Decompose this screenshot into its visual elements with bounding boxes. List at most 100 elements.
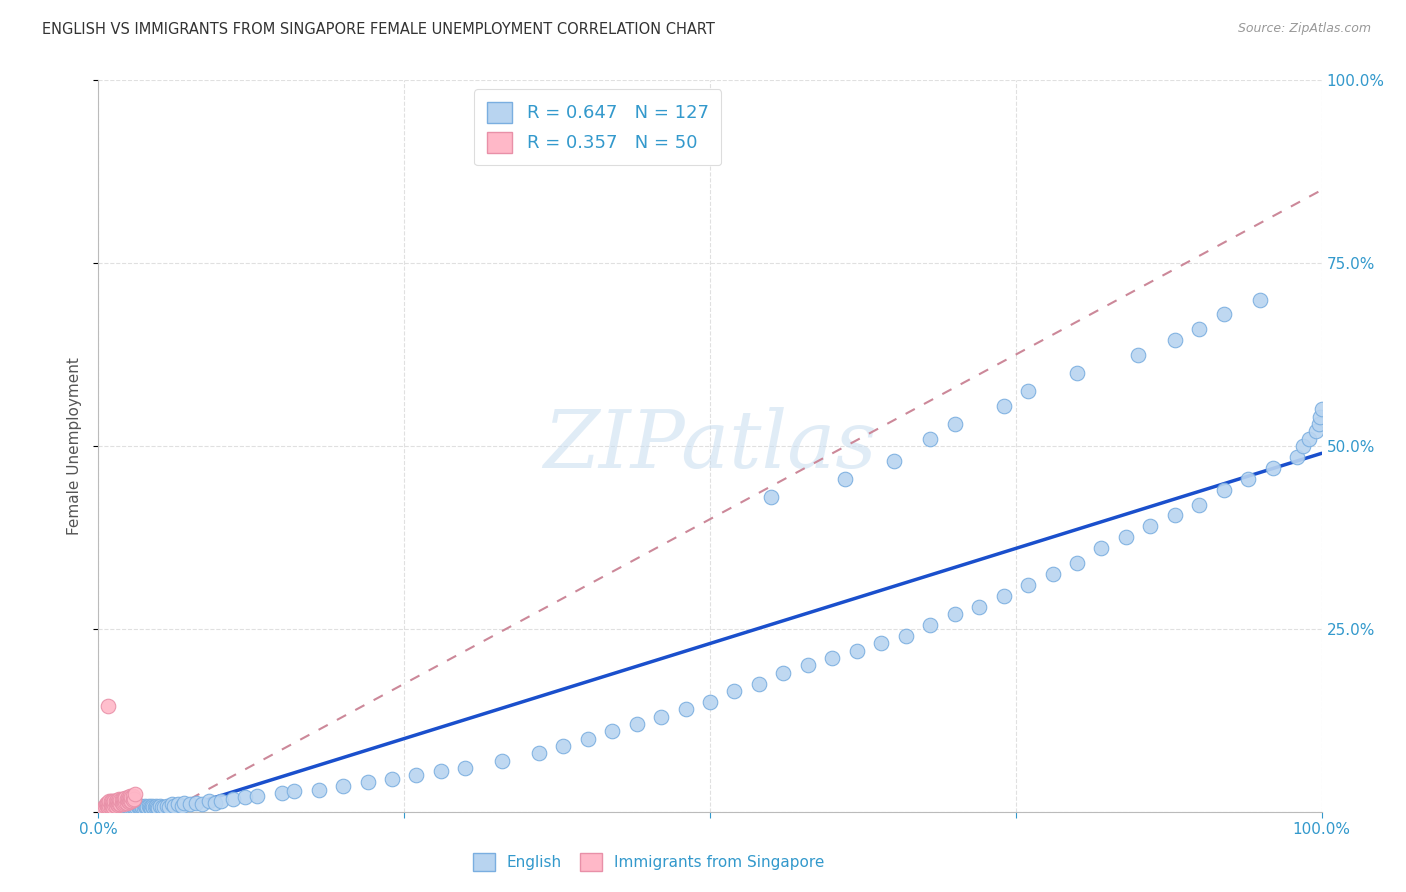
Point: [576, 731, 599, 746]
Point: [1310, 402, 1333, 417]
Point: [104, 800, 127, 814]
Point: [111, 791, 134, 805]
Point: [114, 800, 136, 814]
Point: [111, 798, 134, 813]
Point: [179, 797, 201, 812]
Point: [150, 799, 173, 814]
Point: [139, 801, 162, 815]
Point: [993, 399, 1015, 413]
Point: [1066, 556, 1088, 570]
Point: [105, 798, 128, 813]
Point: [163, 798, 186, 813]
Point: [772, 665, 794, 680]
Point: [1188, 322, 1211, 336]
Point: [100, 801, 122, 815]
Point: [101, 798, 124, 813]
Point: [145, 798, 167, 813]
Point: [136, 800, 159, 814]
Point: [723, 684, 745, 698]
Point: [105, 797, 128, 812]
Point: [124, 787, 146, 801]
Point: [138, 798, 160, 813]
Point: [821, 651, 844, 665]
Point: [1115, 530, 1137, 544]
Point: [1305, 425, 1327, 439]
Legend: English, Immigrants from Singapore: English, Immigrants from Singapore: [467, 847, 831, 877]
Point: [124, 801, 146, 815]
Point: [153, 800, 176, 814]
Point: [134, 798, 156, 813]
Point: [894, 629, 917, 643]
Point: [491, 754, 513, 768]
Point: [110, 797, 132, 812]
Point: [1066, 366, 1088, 380]
Point: [1212, 307, 1234, 321]
Point: [170, 798, 193, 813]
Point: [115, 798, 138, 813]
Point: [105, 793, 128, 807]
Point: [1139, 519, 1161, 533]
Point: [148, 801, 170, 815]
Point: [870, 636, 893, 650]
Point: [117, 790, 139, 805]
Point: [128, 799, 150, 814]
Point: [114, 790, 136, 805]
Point: [146, 799, 169, 814]
Point: [761, 490, 783, 504]
Point: [600, 724, 623, 739]
Point: [122, 798, 145, 813]
Point: [650, 709, 672, 723]
Point: [129, 800, 152, 814]
Point: [108, 800, 131, 814]
Point: [101, 799, 124, 814]
Point: [120, 790, 142, 805]
Point: [103, 798, 125, 813]
Point: [118, 790, 141, 805]
Point: [160, 797, 183, 812]
Point: [115, 791, 138, 805]
Point: [107, 799, 129, 814]
Point: [1286, 450, 1309, 464]
Point: [1237, 472, 1260, 486]
Point: [157, 799, 180, 814]
Point: [107, 794, 129, 808]
Point: [118, 798, 141, 813]
Point: [527, 746, 550, 760]
Point: [105, 801, 128, 815]
Point: [114, 795, 136, 809]
Point: [104, 798, 127, 813]
Point: [111, 796, 134, 810]
Point: [97, 798, 120, 813]
Point: [97, 799, 120, 814]
Point: [110, 793, 132, 807]
Point: [122, 791, 145, 805]
Point: [1017, 578, 1039, 592]
Point: [111, 801, 134, 815]
Point: [111, 799, 134, 814]
Point: [120, 795, 142, 809]
Point: [125, 800, 148, 814]
Point: [118, 800, 141, 814]
Point: [797, 658, 820, 673]
Point: [132, 801, 155, 815]
Point: [920, 432, 942, 446]
Point: [98, 798, 121, 813]
Point: [111, 792, 134, 806]
Point: [356, 775, 378, 789]
Point: [167, 797, 190, 812]
Text: ZIPatlas: ZIPatlas: [543, 408, 877, 484]
Point: [111, 797, 134, 811]
Point: [121, 789, 143, 803]
Point: [120, 789, 142, 804]
Point: [454, 761, 477, 775]
Point: [100, 800, 122, 814]
Text: ENGLISH VS IMMIGRANTS FROM SINGAPORE FEMALE UNEMPLOYMENT CORRELATION CHART: ENGLISH VS IMMIGRANTS FROM SINGAPORE FEM…: [42, 22, 716, 37]
Point: [1164, 333, 1187, 347]
Point: [675, 702, 697, 716]
Point: [1309, 409, 1331, 424]
Point: [96, 798, 118, 813]
Y-axis label: Female Unemployment: Female Unemployment: [67, 357, 83, 535]
Point: [127, 798, 149, 813]
Point: [101, 795, 124, 809]
Point: [108, 797, 131, 811]
